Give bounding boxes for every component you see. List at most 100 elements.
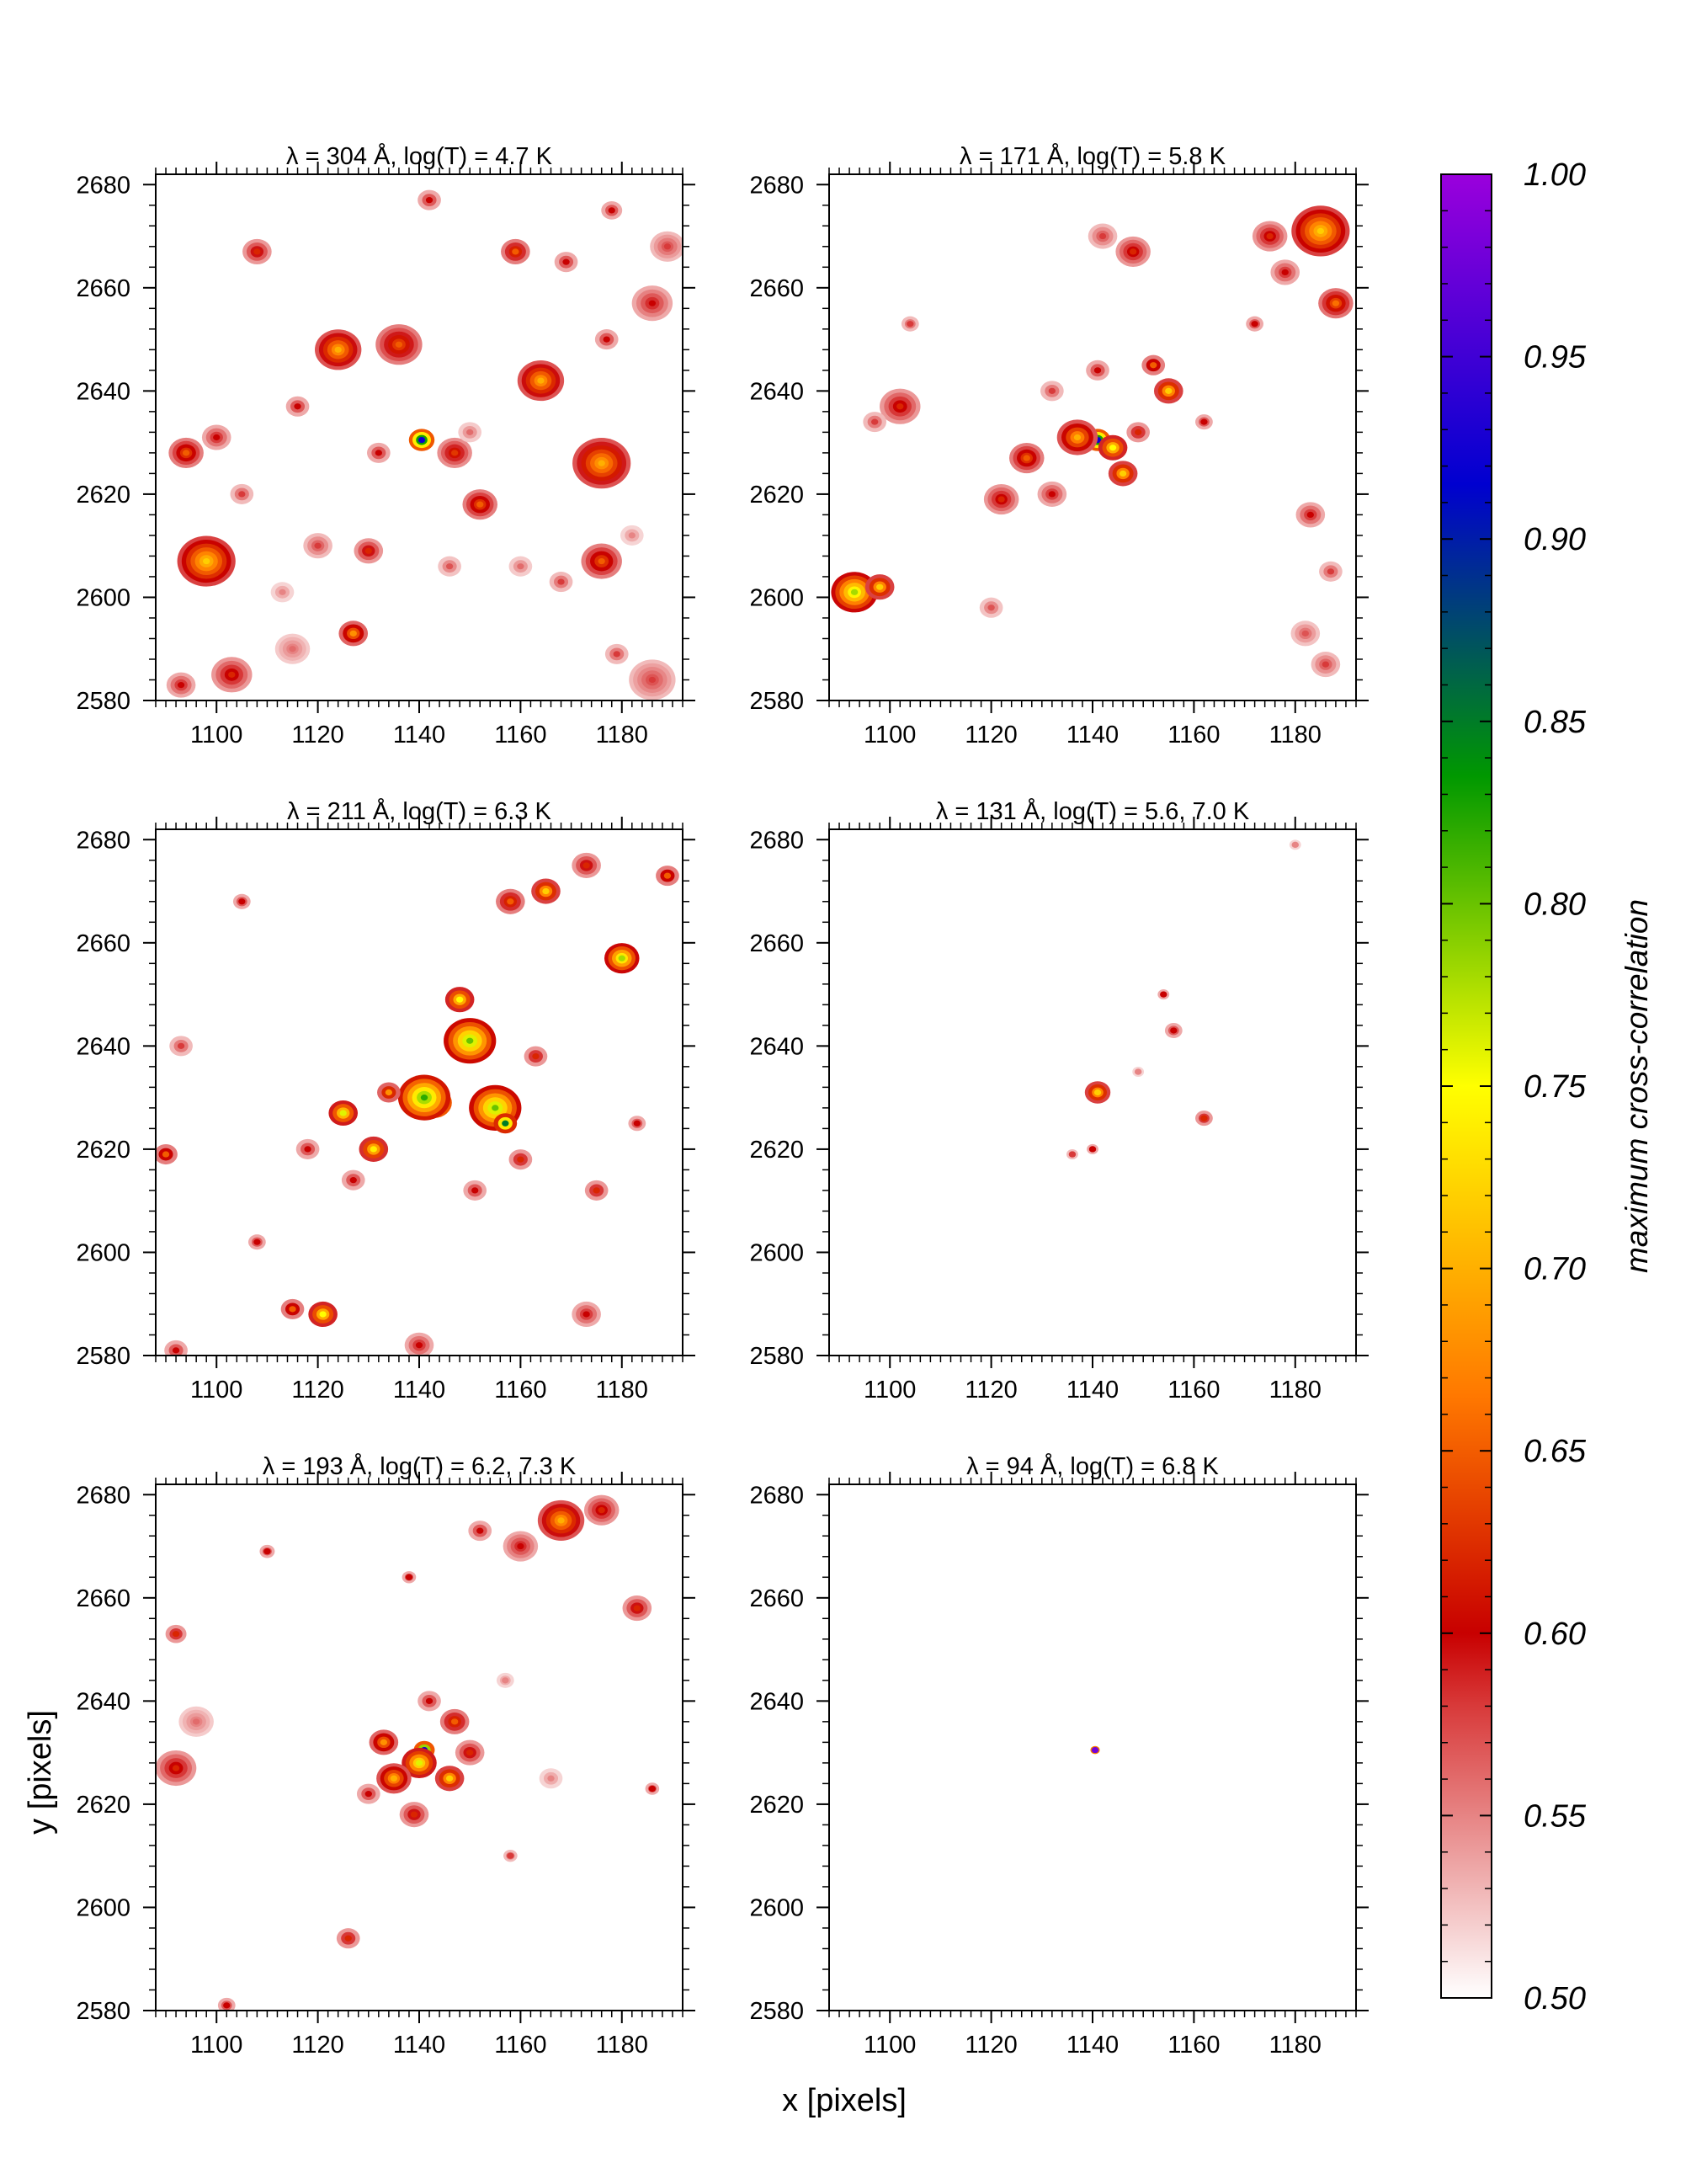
y-tick-label: 2680 <box>749 1482 804 1509</box>
heatmap-cell <box>663 243 672 250</box>
heatmap-cell <box>1251 321 1258 328</box>
heatmap-cell <box>418 436 426 444</box>
heatmap-cell <box>547 1775 555 1782</box>
heatmap-cell <box>349 630 357 637</box>
heatmap-cell <box>1135 429 1142 435</box>
heatmap-cell <box>193 1718 200 1725</box>
x-tick-label: 1160 <box>494 1377 546 1404</box>
heatmap-cell <box>445 1775 454 1782</box>
y-tick-label: 2680 <box>76 827 130 854</box>
x-tick-label: 1100 <box>190 722 242 748</box>
heatmap-cell <box>364 547 372 554</box>
heatmap-cell <box>172 1347 180 1354</box>
heatmap-cell <box>390 1775 398 1782</box>
heatmap-cell <box>425 1697 433 1704</box>
heatmap-cell <box>1109 445 1117 451</box>
heatmap-cell <box>1091 1746 1099 1754</box>
heatmap-cell <box>471 1187 479 1194</box>
heatmap-cell <box>177 682 185 689</box>
x-tick-label: 1180 <box>596 2032 648 2059</box>
y-tick-label: 2620 <box>76 482 130 509</box>
heatmap-cell <box>517 1542 524 1550</box>
heatmap-cell <box>512 248 519 255</box>
y-tick-label: 2660 <box>749 1585 804 1612</box>
heatmap-cell <box>582 862 590 869</box>
y-tick-label: 2640 <box>76 378 130 405</box>
y-tick-label: 2600 <box>749 1894 804 1921</box>
heatmap-cell <box>1327 568 1335 575</box>
heatmap-cell <box>1088 1146 1097 1153</box>
y-axis-label: y [pixels] <box>23 1710 58 1835</box>
y-tick-label: 2680 <box>749 172 804 199</box>
heatmap-cell <box>466 1750 474 1756</box>
heatmap-cell <box>1119 470 1127 477</box>
y-tick-label: 2680 <box>76 172 130 199</box>
x-tick-label: 1120 <box>291 2032 343 2059</box>
y-tick-label: 2640 <box>76 1688 130 1715</box>
y-tick-label: 2620 <box>76 1792 130 1819</box>
heatmap-cell <box>364 1791 372 1798</box>
heatmap-cells <box>1066 839 1301 1160</box>
x-tick-label: 1120 <box>291 722 343 748</box>
heatmap-cell <box>425 197 433 204</box>
heatmap-cell <box>162 1151 170 1158</box>
heatmap-cells <box>831 205 1354 678</box>
heatmap-cell <box>415 1760 423 1766</box>
heatmap-cell <box>1316 227 1325 235</box>
x-tick-label: 1160 <box>494 722 546 748</box>
heatmap-cell <box>1322 661 1330 668</box>
heatmap-cell <box>618 955 625 961</box>
heatmap-cell <box>456 996 464 1003</box>
heatmap-cell <box>1093 367 1102 374</box>
x-tick-label: 1180 <box>1269 722 1322 748</box>
y-tick-label: 2600 <box>749 1239 804 1266</box>
heatmap-cell <box>203 557 210 565</box>
heatmap-cell <box>1093 1089 1102 1096</box>
heatmap-cell <box>663 872 672 879</box>
heatmap-cell <box>476 1527 484 1534</box>
heatmap-cell <box>876 583 884 590</box>
y-tick-label: 2580 <box>749 1343 804 1370</box>
heatmap-cell <box>476 501 484 508</box>
heatmap-cell <box>289 1306 296 1313</box>
heatmap-cell <box>517 1156 524 1163</box>
heatmap-cell <box>334 346 342 353</box>
x-tick-label: 1140 <box>1066 1377 1119 1404</box>
x-tick-label: 1180 <box>1269 1377 1322 1404</box>
y-tick-label: 2620 <box>749 1792 804 1819</box>
heatmap-cell <box>1332 300 1340 306</box>
colorbar-tick-label: 0.85 <box>1524 705 1587 740</box>
x-tick-label: 1160 <box>494 2032 546 2059</box>
heatmap-cell <box>492 1105 499 1111</box>
heatmap-cell <box>1165 387 1173 394</box>
y-tick-label: 2580 <box>76 688 130 715</box>
heatmap-cell <box>542 887 550 895</box>
y-tick-label: 2660 <box>76 930 130 957</box>
heatmap-cells <box>156 1494 660 2011</box>
colorbar-tick-label: 0.75 <box>1524 1069 1587 1105</box>
heatmap-cell <box>395 341 403 348</box>
heatmap-cell <box>1160 991 1167 998</box>
y-tick-label: 2600 <box>76 1894 130 1921</box>
heatmap-cell <box>896 403 904 410</box>
x-tick-label: 1100 <box>190 1377 242 1404</box>
heatmap-cell <box>1281 269 1289 276</box>
heatmap-cell <box>557 578 565 585</box>
heatmap-cell <box>1266 232 1274 240</box>
heatmap-cell <box>344 1935 352 1942</box>
y-tick-label: 2680 <box>76 1482 130 1509</box>
heatmap-cell <box>871 418 879 425</box>
colorbar-tick-label: 0.80 <box>1524 887 1586 922</box>
heatmap-cell <box>213 434 221 441</box>
heatmap-cell <box>385 1089 393 1096</box>
x-tick-label: 1180 <box>1269 2032 1322 2059</box>
heatmap-cell <box>598 1507 605 1514</box>
colorbar: 0.50 0.55 0.60 0.65 0.70 0.75 0.80 0.85 0.90 0.95… <box>1440 157 1654 2016</box>
heatmap-cell <box>1200 1115 1208 1121</box>
y-tick-label: 2580 <box>749 688 804 715</box>
